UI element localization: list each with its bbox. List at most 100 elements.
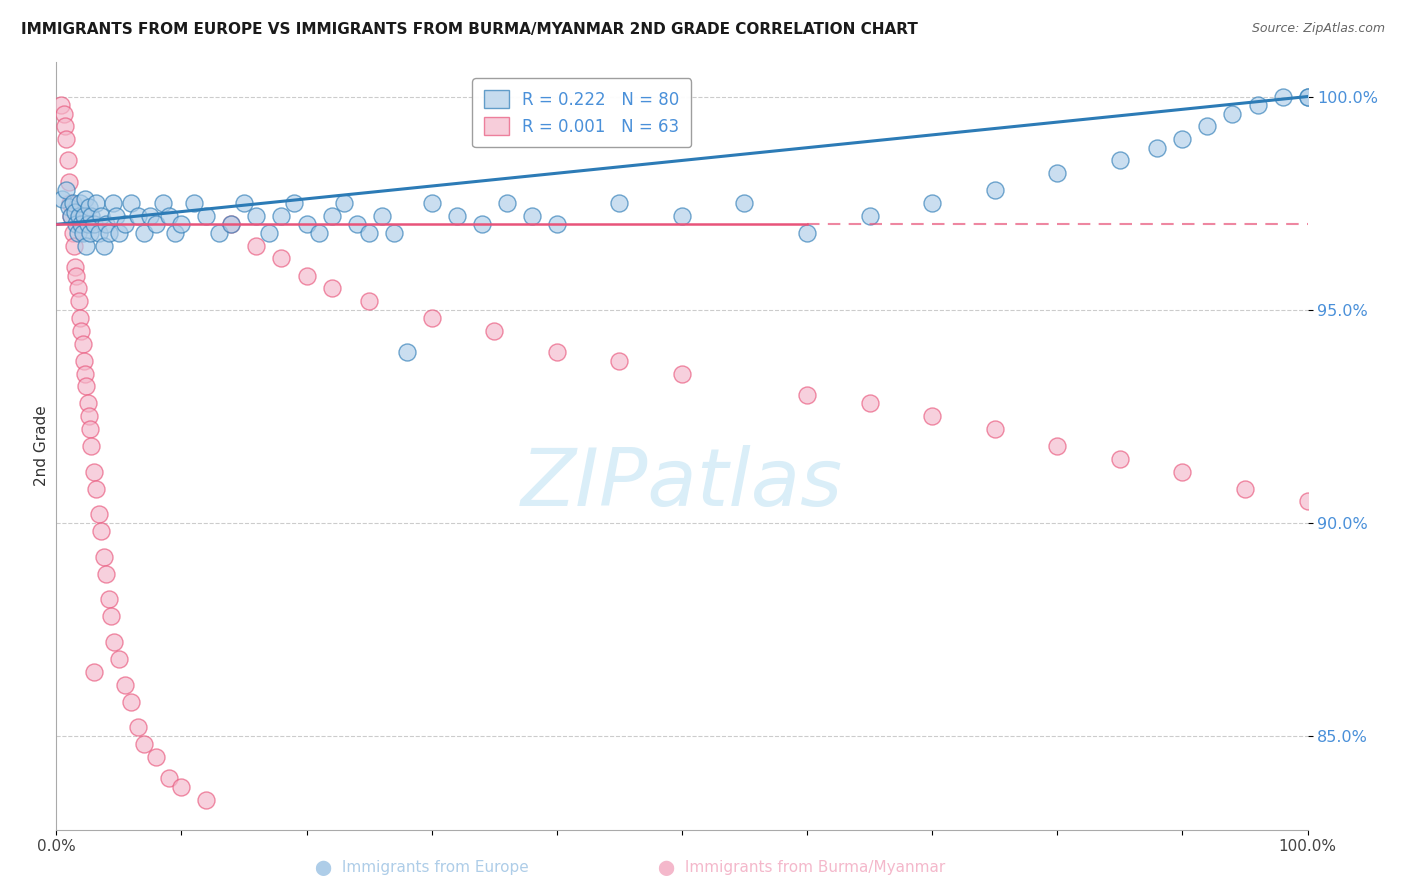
Point [1234,482,1257,496]
Point [1146,141,1168,155]
Point [83,218,105,232]
Point [308,226,330,240]
Point [1296,494,1319,508]
Point [127,720,149,734]
Point [245,238,267,252]
Point [62,196,84,211]
Point [114,218,136,232]
Point [73,367,96,381]
Point [321,209,343,223]
Point [63,204,86,219]
Point [984,422,1007,436]
Point [170,780,193,794]
Point [114,678,136,692]
Point [120,196,142,211]
Point [73,353,96,368]
Y-axis label: 2nd Grade: 2nd Grade [34,406,49,486]
Point [87,226,110,240]
Point [93,549,115,564]
Point [609,196,631,211]
Point [101,196,124,211]
Point [270,209,292,223]
Point [170,218,193,232]
Point [76,218,98,232]
Point [67,209,90,223]
Point [69,196,91,211]
Point [346,218,368,232]
Point [139,209,162,223]
Point [221,218,243,232]
Point [195,209,218,223]
Legend: R = 0.222   N = 80, R = 0.001   N = 63: R = 0.222 N = 80, R = 0.001 N = 63 [472,78,692,147]
Point [796,388,818,402]
Point [208,226,231,240]
Point [108,226,131,240]
Point [66,281,89,295]
Point [52,106,75,120]
Point [80,209,103,223]
Point [70,218,93,232]
Point [295,218,318,232]
Point [58,200,80,214]
Point [83,465,105,479]
Point [1109,451,1132,466]
Point [152,196,174,211]
Point [59,196,82,211]
Point [72,226,94,240]
Point [858,209,880,223]
Point [858,396,880,410]
Point [446,209,468,223]
Point [420,196,443,211]
Point [921,409,943,424]
Point [157,209,180,223]
Point [1171,132,1194,146]
Point [62,238,84,252]
Point [132,737,155,751]
Point [73,192,96,206]
Point [546,345,568,359]
Point [93,238,115,252]
Point [87,507,110,521]
Point [283,196,305,211]
Point [65,268,87,283]
Point [77,200,100,214]
Text: ⬤  Immigrants from Europe: ⬤ Immigrants from Europe [315,860,529,876]
Point [1046,439,1069,453]
Point [145,218,167,232]
Point [1246,98,1268,112]
Point [1296,89,1319,103]
Point [79,422,101,436]
Point [103,635,125,649]
Point [484,324,506,338]
Point [80,439,103,453]
Point [120,695,142,709]
Point [58,175,80,189]
Point [1271,89,1294,103]
Point [333,196,356,211]
Point [90,524,112,539]
Point [96,218,118,232]
Point [69,311,91,326]
Point [257,226,280,240]
Point [56,153,79,168]
Point [127,209,149,223]
Point [671,209,693,223]
Point [84,196,107,211]
Point [370,209,392,223]
Text: ZIPatlas: ZIPatlas [520,445,844,524]
Point [1222,106,1244,120]
Point [66,226,89,240]
Point [1171,465,1194,479]
Point [520,209,543,223]
Point [79,226,101,240]
Point [63,260,86,274]
Point [165,226,187,240]
Point [984,183,1007,197]
Text: IMMIGRANTS FROM EUROPE VS IMMIGRANTS FROM BURMA/MYANMAR 2ND GRADE CORRELATION CH: IMMIGRANTS FROM EUROPE VS IMMIGRANTS FRO… [21,22,918,37]
Point [51,192,73,206]
Point [221,218,243,232]
Point [60,209,83,223]
Point [157,772,180,786]
Point [77,409,100,424]
Point [359,294,381,309]
